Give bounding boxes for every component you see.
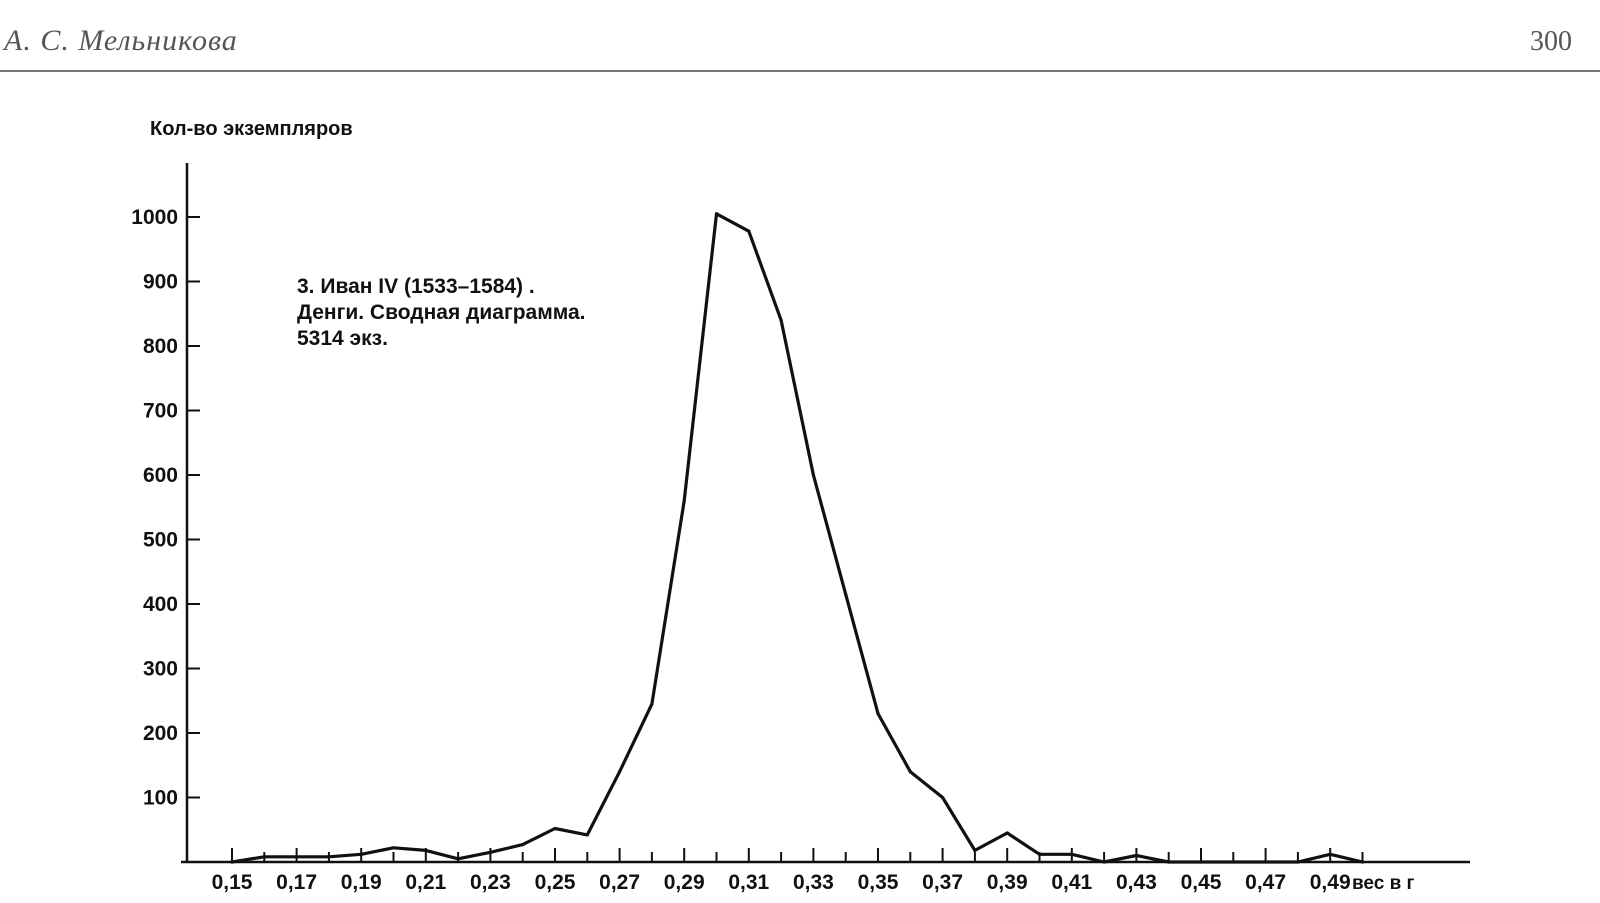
- data-point: [391, 846, 396, 850]
- y-tick-label: 600: [143, 464, 178, 487]
- x-tick-label: 0,31: [728, 871, 769, 894]
- x-tick-label: 0,25: [535, 871, 576, 894]
- y-tick-label: 1000: [131, 206, 178, 229]
- x-tick-label: 0,41: [1051, 871, 1092, 894]
- y-tick-label: 800: [143, 335, 178, 358]
- x-tick-label: 0,47: [1245, 871, 1286, 894]
- author-name: А. С. Мельникова: [4, 24, 238, 57]
- x-tick-label: 0,33: [793, 871, 834, 894]
- data-point: [1360, 860, 1365, 864]
- x-tick-label: 0,15: [212, 871, 253, 894]
- y-tick-label: 200: [143, 722, 178, 745]
- data-point: [359, 852, 363, 856]
- data-point: [327, 855, 331, 859]
- annotation-line-2: Денги. Сводная диаграмма.: [297, 301, 586, 324]
- data-point: [1037, 852, 1042, 856]
- data-point: [230, 860, 234, 864]
- data-point: [1167, 860, 1171, 864]
- data-point: [456, 857, 460, 861]
- data-point: [1296, 860, 1300, 864]
- y-tick-label: 400: [143, 593, 178, 616]
- data-point: [424, 848, 428, 852]
- x-tick-label: 0,35: [858, 871, 899, 894]
- data-point: [908, 770, 912, 774]
- data-point: [618, 770, 622, 774]
- data-point: [1199, 860, 1203, 864]
- x-tick-label: 0,19: [341, 871, 382, 894]
- data-point: [779, 318, 783, 322]
- x-tick-label: 0,39: [987, 871, 1028, 894]
- data-point: [1134, 853, 1138, 858]
- x-tick-label: 0,27: [599, 871, 640, 894]
- chart-annotation: 3. Иван IV (1533–1584) . Денги. Сводная …: [297, 274, 586, 352]
- x-tick-label: 0,29: [664, 871, 705, 894]
- data-point: [1264, 860, 1268, 864]
- x-tick-label: 0,45: [1181, 871, 1222, 894]
- data-point: [1231, 860, 1235, 864]
- y-tick-label: 500: [143, 529, 178, 552]
- data-point: [295, 855, 299, 859]
- annotation-line-3: 5314 экз.: [297, 327, 388, 350]
- data-point: [844, 592, 848, 596]
- y-axis-label: Кол-во экземпляров: [150, 118, 353, 140]
- data-point: [1005, 831, 1009, 835]
- data-point: [973, 848, 977, 852]
- y-tick-label: 300: [143, 658, 178, 681]
- data-point: [1328, 852, 1332, 856]
- data-point: [488, 850, 492, 854]
- data-point: [650, 702, 654, 706]
- data-point: [941, 795, 945, 800]
- y-tick-label: 100: [143, 787, 178, 810]
- y-tick-label: 700: [143, 400, 178, 423]
- data-point: [1102, 860, 1106, 864]
- x-tick-label: 0,49: [1310, 871, 1351, 894]
- data-point: [262, 855, 266, 859]
- x-tick-label: 0,37: [922, 871, 963, 894]
- data-point: [682, 499, 686, 503]
- data-point: [553, 826, 557, 831]
- page-number: 300: [1530, 26, 1572, 57]
- y-tick-label: 900: [143, 271, 178, 294]
- annotation-line-1: 3. Иван IV (1533–1584) .: [297, 275, 535, 298]
- header-rule: [0, 70, 1600, 72]
- data-point: [747, 229, 751, 233]
- x-tick-label: 0,43: [1116, 871, 1157, 894]
- data-point: [811, 473, 816, 477]
- data-point: [1070, 852, 1074, 856]
- series-line: [230, 212, 1365, 864]
- running-head: А. С. Мельникова 300: [0, 22, 1600, 62]
- x-tick-label: 0,23: [470, 871, 511, 894]
- x-tick-label: 0,17: [276, 871, 317, 894]
- data-point: [585, 833, 589, 837]
- data-point: [521, 842, 525, 847]
- data-point: [876, 712, 880, 716]
- x-axis-label: вес в г: [1352, 873, 1415, 894]
- x-tick-label: 0,21: [405, 871, 446, 894]
- data-point: [714, 212, 719, 216]
